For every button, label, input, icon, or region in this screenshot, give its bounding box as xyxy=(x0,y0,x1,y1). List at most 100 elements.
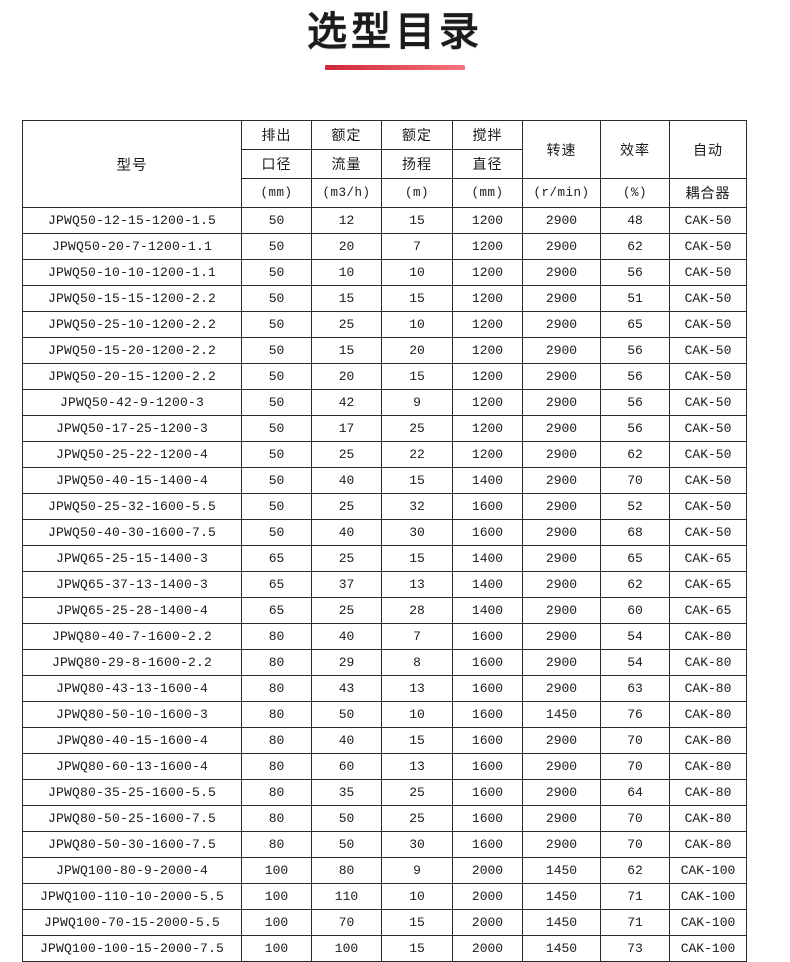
cell-stir: 1600 xyxy=(452,805,523,832)
header-speed: 转速 xyxy=(522,120,601,179)
cell-bore: 50 xyxy=(241,519,312,546)
cell-flow: 20 xyxy=(311,233,382,260)
cell-speed: 2900 xyxy=(522,675,601,702)
cell-stir: 2000 xyxy=(452,883,523,910)
cell-efficiency: 62 xyxy=(600,571,670,598)
cell-speed: 2900 xyxy=(522,363,601,390)
cell-bore: 50 xyxy=(241,415,312,442)
table-row: JPWQ80-50-25-1600-7.5 80 50 25 1600 2900 70 CAK… xyxy=(22,805,747,832)
cell-coupler: CAK-50 xyxy=(669,415,747,442)
cell-speed: 2900 xyxy=(522,207,601,234)
cell-head: 7 xyxy=(381,233,453,260)
cell-coupler: CAK-50 xyxy=(669,337,747,364)
cell-stir: 1600 xyxy=(452,831,523,858)
table-row: JPWQ80-40-7-1600-2.2 80 40 7 1600 2900 54 CAK-8… xyxy=(22,623,747,650)
cell-speed: 2900 xyxy=(522,753,601,780)
header-flow-unit: (m3/h) xyxy=(311,178,382,208)
page-title: 选型目录 xyxy=(307,9,483,55)
cell-coupler: CAK-80 xyxy=(669,649,747,676)
cell-stir: 1200 xyxy=(452,259,523,286)
cell-flow: 17 xyxy=(311,415,382,442)
table-body: JPWQ50-12-15-1200-1.5 50 12 15 1200 2900 48 CAK… xyxy=(22,207,747,962)
cell-coupler: CAK-65 xyxy=(669,597,747,624)
cell-model: JPWQ80-43-13-1600-4 xyxy=(22,675,242,702)
cell-efficiency: 70 xyxy=(600,753,670,780)
cell-bore: 50 xyxy=(241,207,312,234)
table-row: JPWQ50-25-32-1600-5.5 50 25 32 1600 2900 52 CAK… xyxy=(22,493,747,520)
cell-efficiency: 56 xyxy=(600,389,670,416)
cell-model: JPWQ65-25-28-1400-4 xyxy=(22,597,242,624)
cell-speed: 2900 xyxy=(522,259,601,286)
table-row: JPWQ50-25-10-1200-2.2 50 25 10 1200 2900 65 CAK… xyxy=(22,311,747,338)
cell-model: JPWQ50-10-10-1200-1.1 xyxy=(22,259,242,286)
cell-speed: 2900 xyxy=(522,493,601,520)
cell-coupler: CAK-50 xyxy=(669,233,747,260)
cell-flow: 80 xyxy=(311,857,382,884)
cell-efficiency: 76 xyxy=(600,701,670,728)
table-header: 型号 排出 额定 额定 搅拌 转速 效率 自动 口径 流量 扬程 直径 (mm) xyxy=(22,120,747,208)
cell-flow: 15 xyxy=(311,337,382,364)
cell-coupler: CAK-50 xyxy=(669,207,747,234)
cell-model: JPWQ50-40-15-1400-4 xyxy=(22,467,242,494)
cell-model: JPWQ100-100-15-2000-7.5 xyxy=(22,935,242,962)
header-speed-unit: (r/min) xyxy=(522,178,601,208)
table-row: JPWQ50-42-9-1200-3 50 42 9 1200 2900 56 CAK-50 xyxy=(22,389,747,416)
cell-stir: 1200 xyxy=(452,415,523,442)
cell-coupler: CAK-100 xyxy=(669,909,747,936)
cell-efficiency: 70 xyxy=(600,805,670,832)
cell-head: 10 xyxy=(381,259,453,286)
cell-model: JPWQ80-35-25-1600-5.5 xyxy=(22,779,242,806)
cell-head: 10 xyxy=(381,311,453,338)
table-row: JPWQ80-43-13-1600-4 80 43 13 1600 2900 63 CAK-8… xyxy=(22,675,747,702)
cell-head: 15 xyxy=(381,467,453,494)
cell-stir: 1200 xyxy=(452,207,523,234)
cell-model: JPWQ100-110-10-2000-5.5 xyxy=(22,883,242,910)
cell-efficiency: 48 xyxy=(600,207,670,234)
cell-bore: 80 xyxy=(241,701,312,728)
table-row: JPWQ50-40-15-1400-4 50 40 15 1400 2900 70 CAK-5… xyxy=(22,467,747,494)
cell-head: 25 xyxy=(381,805,453,832)
cell-flow: 70 xyxy=(311,909,382,936)
header-head-line2: 扬程 xyxy=(381,149,453,179)
table-row: JPWQ50-40-30-1600-7.5 50 40 30 1600 2900 68 CAK… xyxy=(22,519,747,546)
cell-model: JPWQ80-50-10-1600-3 xyxy=(22,701,242,728)
cell-coupler: CAK-50 xyxy=(669,363,747,390)
cell-stir: 1200 xyxy=(452,441,523,468)
cell-model: JPWQ80-40-15-1600-4 xyxy=(22,727,242,754)
cell-flow: 50 xyxy=(311,701,382,728)
table-row: JPWQ80-50-10-1600-3 80 50 10 1600 1450 76 CAK-8… xyxy=(22,701,747,728)
cell-coupler: CAK-100 xyxy=(669,857,747,884)
cell-head: 13 xyxy=(381,571,453,598)
cell-stir: 1600 xyxy=(452,753,523,780)
cell-stir: 1200 xyxy=(452,233,523,260)
cell-coupler: CAK-80 xyxy=(669,701,747,728)
header-head-line1: 额定 xyxy=(381,120,453,150)
cell-speed: 2900 xyxy=(522,285,601,312)
cell-model: JPWQ100-70-15-2000-5.5 xyxy=(22,909,242,936)
cell-bore: 100 xyxy=(241,909,312,936)
cell-stir: 1200 xyxy=(452,311,523,338)
header-row-2: 口径 流量 扬程 直径 xyxy=(23,149,747,179)
cell-head: 9 xyxy=(381,857,453,884)
cell-coupler: CAK-50 xyxy=(669,285,747,312)
cell-speed: 2900 xyxy=(522,233,601,260)
cell-model: JPWQ80-50-30-1600-7.5 xyxy=(22,831,242,858)
header-bore-line2: 口径 xyxy=(241,149,312,179)
cell-stir: 1400 xyxy=(452,597,523,624)
cell-bore: 80 xyxy=(241,727,312,754)
cell-stir: 2000 xyxy=(452,935,523,962)
table-row: JPWQ50-10-10-1200-1.1 50 10 10 1200 2900 56 CAK… xyxy=(22,259,747,286)
cell-flow: 25 xyxy=(311,441,382,468)
table-row: JPWQ50-15-15-1200-2.2 50 15 15 1200 2900 51 CAK… xyxy=(22,285,747,312)
cell-head: 22 xyxy=(381,441,453,468)
cell-speed: 2900 xyxy=(522,623,601,650)
header-coupler-unit: 耦合器 xyxy=(669,178,747,208)
cell-coupler: CAK-50 xyxy=(669,441,747,468)
cell-coupler: CAK-80 xyxy=(669,831,747,858)
cell-stir: 2000 xyxy=(452,909,523,936)
table-row: JPWQ100-100-15-2000-7.5 100 100 15 2000 1450 7… xyxy=(22,935,747,962)
cell-bore: 50 xyxy=(241,441,312,468)
cell-coupler: CAK-50 xyxy=(669,389,747,416)
cell-speed: 2900 xyxy=(522,389,601,416)
